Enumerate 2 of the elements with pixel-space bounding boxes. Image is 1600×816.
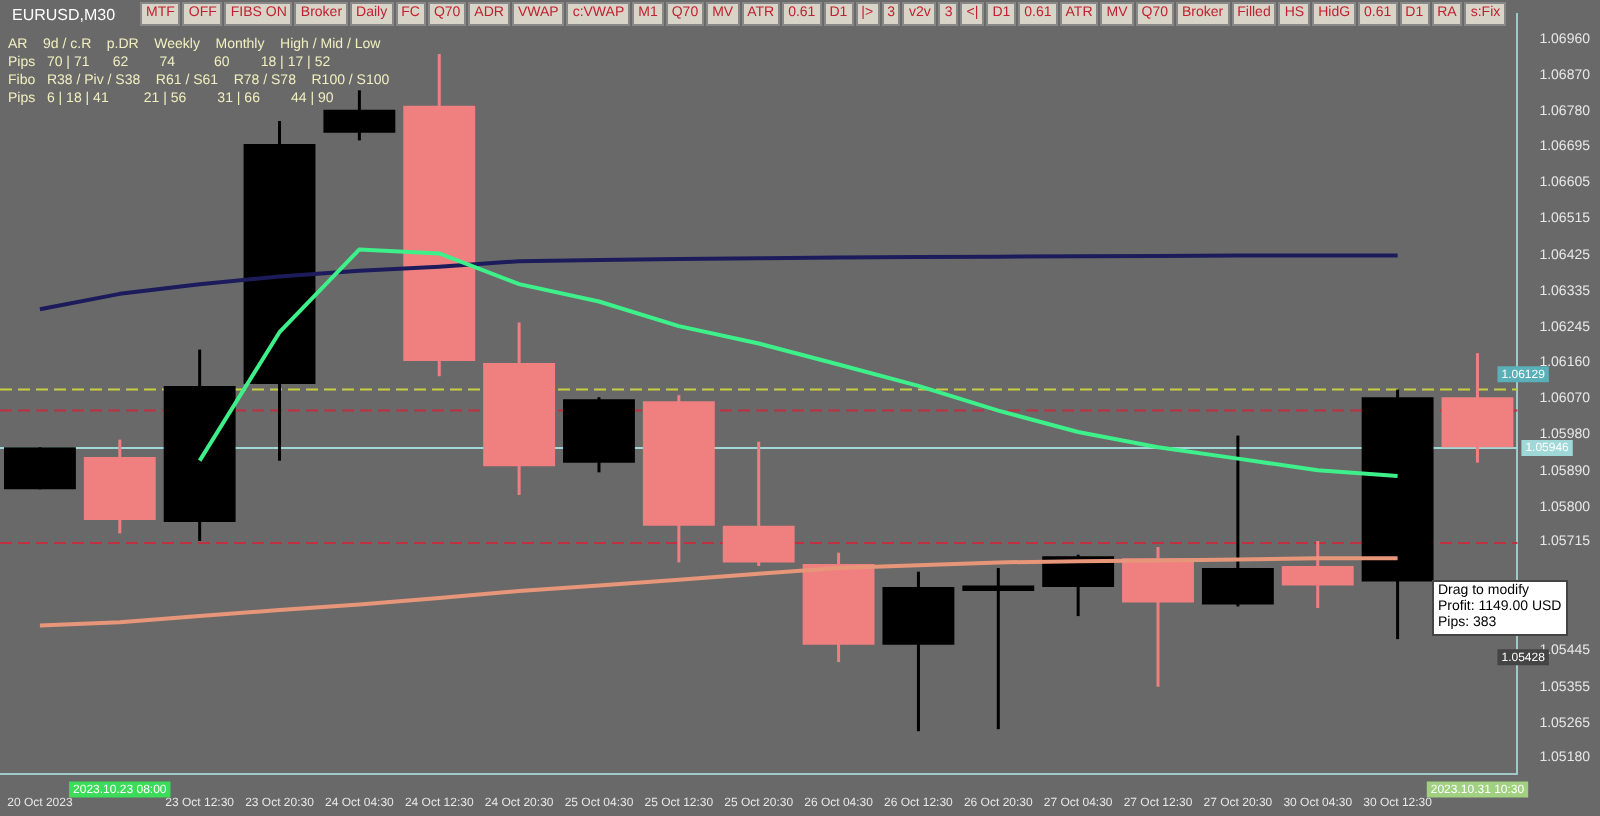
chart-title: EURUSD,M30 [12,6,116,24]
candlestick [962,566,1035,731]
